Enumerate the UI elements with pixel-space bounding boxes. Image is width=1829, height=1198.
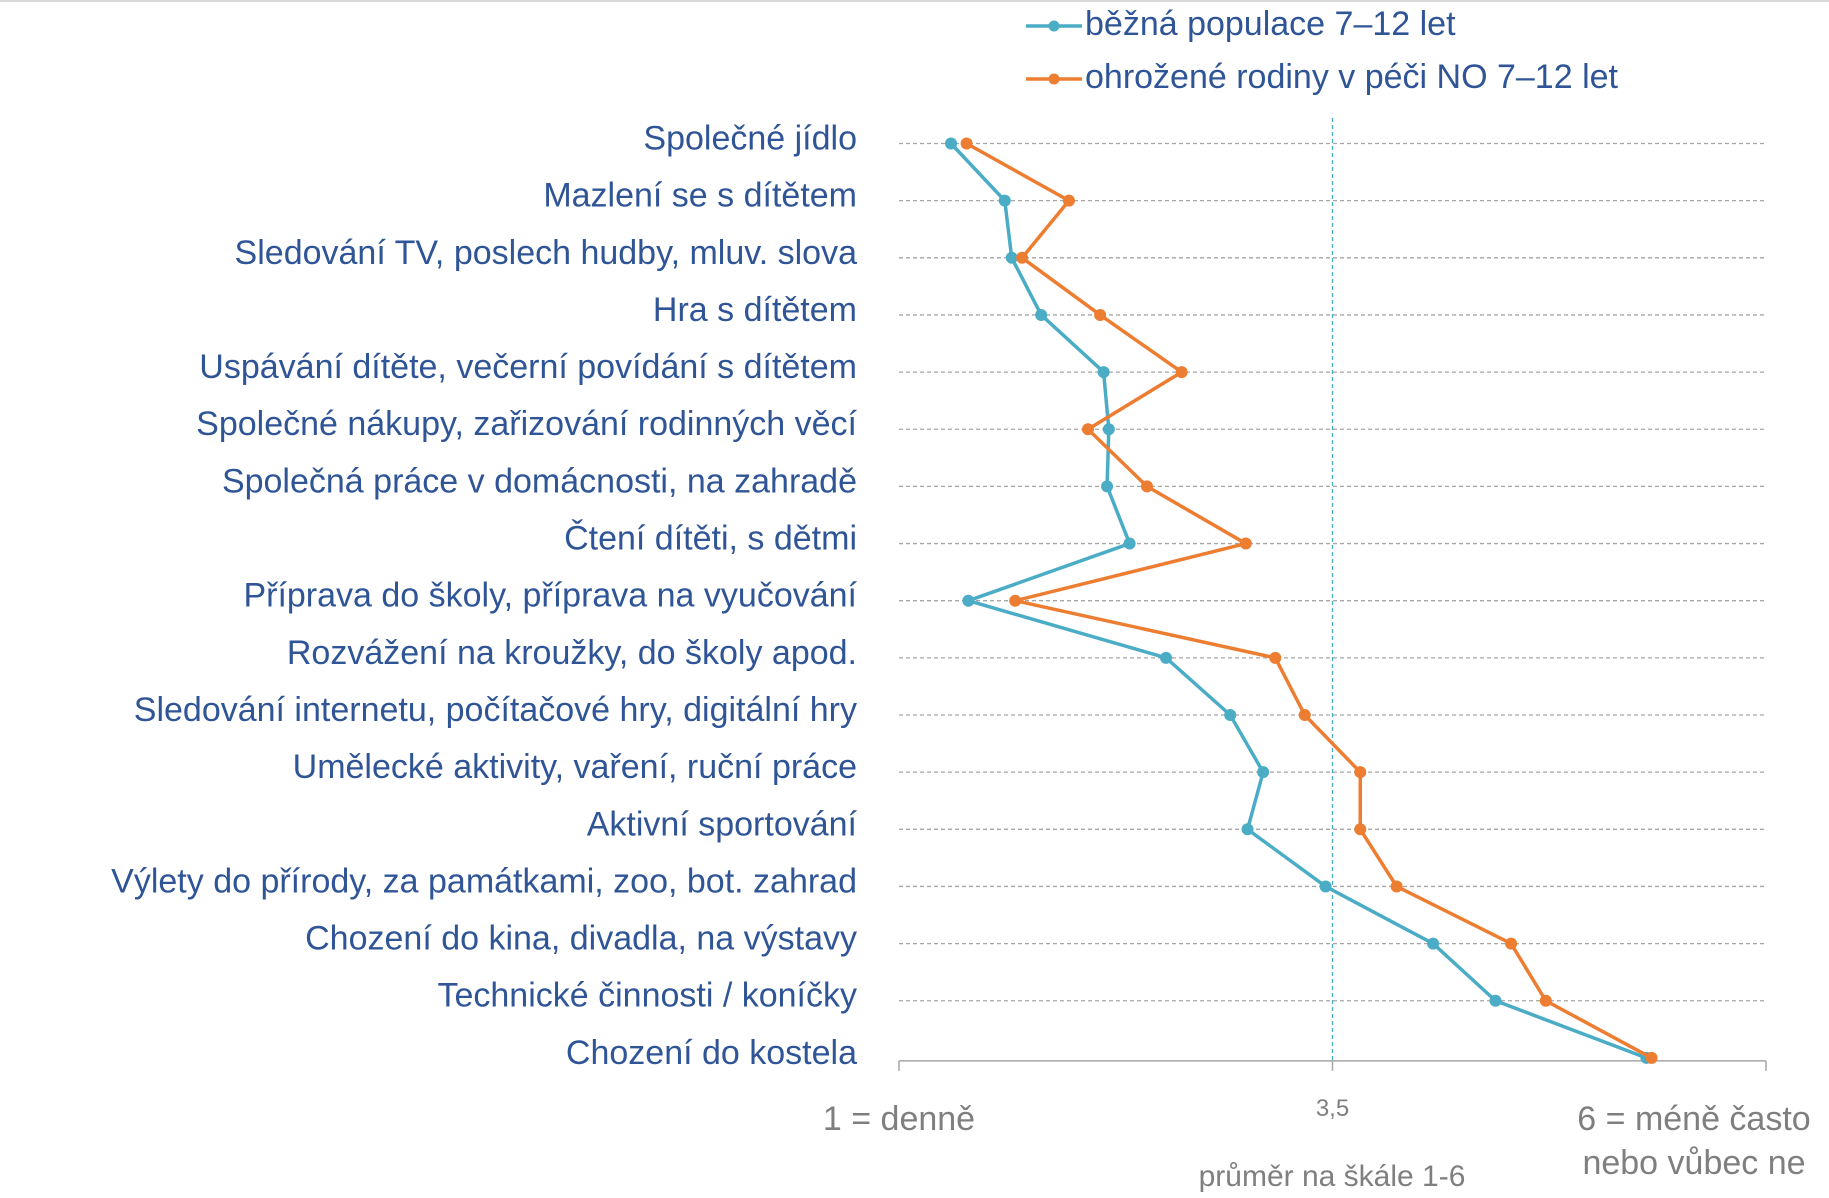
point bbox=[1241, 823, 1254, 836]
point bbox=[1539, 994, 1552, 1007]
point bbox=[1102, 423, 1115, 436]
point bbox=[1390, 880, 1403, 893]
y-tick-label: Chození do kostela bbox=[566, 1034, 857, 1072]
point bbox=[1094, 308, 1107, 321]
y-tick-label: Mazlení se s dítětem bbox=[543, 177, 857, 215]
point bbox=[1645, 1051, 1658, 1064]
x-tick-label: 1 = denně bbox=[822, 1099, 976, 1138]
y-tick-label: Technické činnosti / koníčky bbox=[437, 977, 857, 1015]
point bbox=[1160, 651, 1173, 664]
point bbox=[960, 137, 973, 150]
y-tick-label: Uspávání dítěte, večerní povídání s dítě… bbox=[199, 348, 857, 386]
x-axis-label: průměr na škále 1-6 bbox=[1199, 1160, 1466, 1193]
point bbox=[998, 194, 1011, 207]
y-tick-label: Společné jídlo bbox=[643, 119, 857, 157]
point bbox=[1101, 480, 1114, 493]
point bbox=[1269, 651, 1282, 664]
point bbox=[1298, 709, 1311, 721]
y-tick-label: Sledování TV, poslech hudby, mluv. slova bbox=[235, 234, 858, 272]
point bbox=[1489, 994, 1502, 1007]
point bbox=[945, 137, 958, 150]
point bbox=[1175, 366, 1188, 379]
point bbox=[1354, 766, 1367, 779]
y-tick-label: Výlety do přírody, za památkami, zoo, bo… bbox=[111, 862, 857, 900]
point bbox=[1016, 251, 1029, 264]
y-tick-label: Aktivní sportování bbox=[587, 805, 858, 843]
point bbox=[1239, 537, 1252, 550]
y-tick-label: Společná práce v domácnosti, na zahradě bbox=[222, 462, 857, 500]
point bbox=[1082, 423, 1095, 436]
point bbox=[1257, 766, 1270, 779]
point bbox=[1505, 937, 1518, 950]
y-tick-label: Sledování internetu, počítačové hry, dig… bbox=[134, 691, 857, 729]
point bbox=[1224, 709, 1237, 721]
y-tick-label: Hra s dítětem bbox=[653, 291, 857, 329]
legend-marker bbox=[1048, 20, 1060, 32]
point bbox=[1009, 594, 1022, 607]
point bbox=[1140, 480, 1153, 493]
y-tick-label: Umělecké aktivity, vaření, ruční práce bbox=[293, 748, 857, 786]
point bbox=[1427, 937, 1440, 950]
legend-marker bbox=[1048, 73, 1060, 85]
point bbox=[1123, 537, 1136, 550]
y-tick-label: Čtení dítěti, s dětmi bbox=[564, 520, 857, 558]
y-tick-label: Chození do kina, divadla, na výstavy bbox=[305, 920, 857, 958]
y-tick-label: Společné nákupy, zařizování rodinných vě… bbox=[196, 405, 857, 443]
x-tick-label: 3,5 bbox=[1315, 1094, 1350, 1122]
point bbox=[1035, 308, 1048, 321]
point bbox=[962, 594, 975, 607]
point bbox=[1354, 823, 1367, 836]
point bbox=[1005, 251, 1018, 264]
legend-label: ohrožené rodiny v péči NO 7–12 let bbox=[1085, 58, 1619, 96]
point bbox=[1319, 880, 1332, 893]
point bbox=[1097, 366, 1110, 379]
point bbox=[1062, 194, 1075, 207]
x-tick-label: 6 = méně často nebo vůbec ne bbox=[1577, 1099, 1811, 1182]
y-tick-label: Příprava do školy, příprava na vyučování bbox=[243, 577, 857, 615]
y-tick-label: Rozvážení na kroužky, do školy apod. bbox=[287, 634, 857, 672]
legend-label: běžná populace 7–12 let bbox=[1085, 5, 1456, 43]
